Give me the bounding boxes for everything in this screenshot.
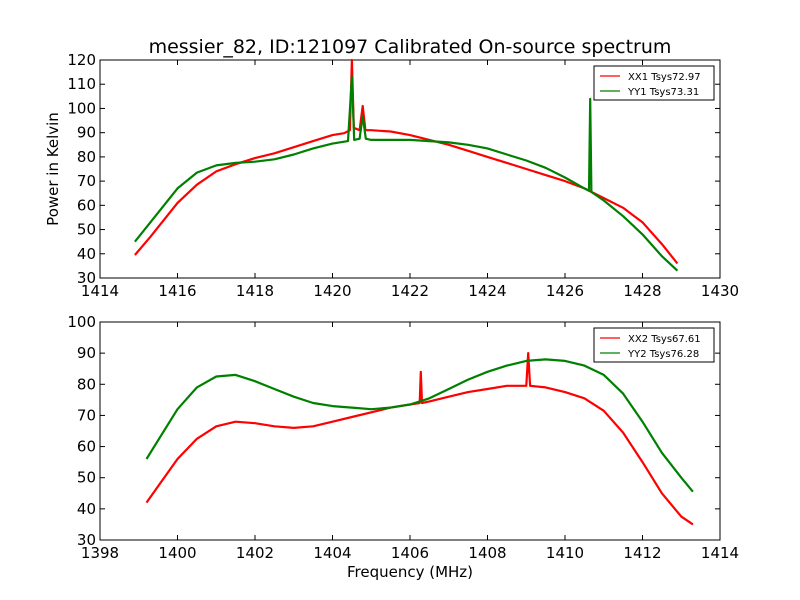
y-tick-label: 80 [77,375,96,393]
x-tick-label: 1418 [236,282,274,300]
x-tick-label: 1422 [391,282,429,300]
y-tick-label: 60 [77,196,96,214]
x-tick-label: 1414 [81,282,119,300]
legend-box [593,65,715,101]
x-axis-label: Frequency (MHz) [347,563,473,581]
series-line-0-1 [134,75,679,272]
y-tick-label: 100 [67,313,96,331]
y-tick-label: 50 [77,469,96,487]
y-axis-label: Power in Kelvin [44,112,62,226]
legend: XX1 Tsys72.97 YY1 Tsys73.31 [593,65,715,101]
x-tick-label: 1402 [236,544,274,562]
y-tick-label: 70 [77,406,96,424]
x-tick-label: 1414 [701,544,739,562]
legend: XX2 Tsys67.61 YY2 Tsys76.28 [593,327,715,363]
x-tick-label: 1416 [158,282,196,300]
top-plot: 1414 1416 1418 1420 1422 1424 1426 1428 1430 30 40… [44,36,739,300]
x-tick-label: 1408 [468,544,506,562]
y-tick-label: 40 [77,500,96,518]
x-tick-label: 1420 [313,282,351,300]
legend-box [593,327,715,363]
y-tick-label: 30 [77,531,96,549]
y-tick-label: 60 [77,438,96,456]
x-tick-label: 1404 [313,544,351,562]
legend-entry-0: XX1 Tsys72.97 [628,72,701,83]
x-tick-label: 1410 [546,544,584,562]
x-tick-label: 1428 [623,282,661,300]
y-tick-label: 30 [77,269,96,287]
chart-title: messier_82, ID:121097 Calibrated On-sour… [149,36,672,58]
legend-entry-0: XX2 Tsys67.61 [628,334,701,345]
x-tick-label: 1430 [701,282,739,300]
series-line-1-0 [145,352,694,526]
y-tick-label: 120 [67,51,96,69]
y-tick-label: 70 [77,172,96,190]
series-line-1-1 [145,358,694,493]
x-tick-label: 1424 [468,282,506,300]
x-tick-label: 1412 [623,544,661,562]
x-tick-label: 1406 [391,544,429,562]
bottom-plot: 1398 1400 1402 1404 1406 1408 1410 1412 1414 30 40… [67,313,739,581]
y-tick-label: 110 [67,75,96,93]
y-tick-label: 90 [77,344,96,362]
y-tick-label: 100 [67,99,96,117]
y-tick-label: 40 [77,245,96,263]
y-tick-label: 90 [77,124,96,142]
y-tick-label: 80 [77,148,96,166]
x-tick-label: 1400 [158,544,196,562]
legend-entry-1: YY2 Tsys76.28 [627,349,699,360]
y-tick-label: 50 [77,221,96,239]
x-tick-label: 1398 [81,544,119,562]
legend-entry-1: YY1 Tsys73.31 [627,87,699,98]
x-tick-label: 1426 [546,282,584,300]
